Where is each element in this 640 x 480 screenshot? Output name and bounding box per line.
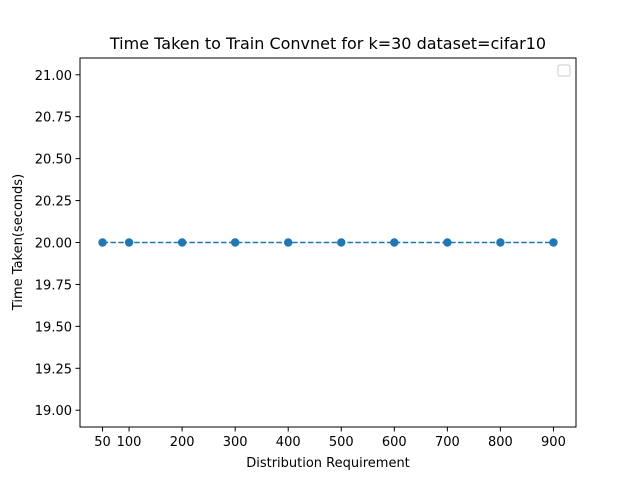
y-tick-label: 19.50: [35, 320, 72, 335]
data-point: [177, 238, 187, 247]
data-point: [98, 238, 107, 247]
x-tick-label: 100: [117, 435, 142, 450]
y-tick-label: 20.00: [35, 237, 72, 252]
data-point: [549, 238, 558, 247]
plot-area: 50 100 200 300 400 500 600 700 800 900 19.00 19.25 1…: [35, 57, 577, 450]
chart-title: Time Taken to Train Convnet for k=30 dat…: [109, 34, 546, 53]
y-tick-label: 20.50: [35, 153, 72, 168]
data-point: [496, 238, 505, 247]
x-tick-label: 800: [488, 435, 513, 450]
x-tick-label: 50: [94, 435, 111, 450]
y-tick-label: 20.75: [35, 111, 72, 126]
legend-box: [557, 64, 571, 77]
x-tick-label: 200: [170, 435, 195, 450]
data-point: [284, 238, 293, 247]
y-tick-label: 21.00: [35, 69, 72, 84]
data-point: [124, 238, 134, 247]
x-tick-label: 300: [223, 435, 248, 450]
y-tick-label: 20.25: [35, 195, 72, 210]
data-point: [337, 238, 346, 247]
data-point: [443, 238, 452, 247]
x-tick-label: 700: [435, 435, 460, 450]
y-tick-label: 19.25: [35, 362, 72, 377]
y-axis-label: Time Taken(seconds): [11, 174, 26, 311]
y-tick-label: 19.75: [35, 278, 72, 293]
data-point: [390, 238, 399, 247]
y-tick-label: 19.00: [35, 404, 72, 419]
x-tick-label: 500: [329, 435, 354, 450]
data-point: [230, 238, 240, 247]
x-axis-label: Distribution Requirement: [246, 456, 410, 471]
x-tick-label: 600: [382, 435, 407, 450]
x-tick-label: 400: [276, 435, 301, 450]
x-tick-label: 900: [541, 435, 566, 450]
